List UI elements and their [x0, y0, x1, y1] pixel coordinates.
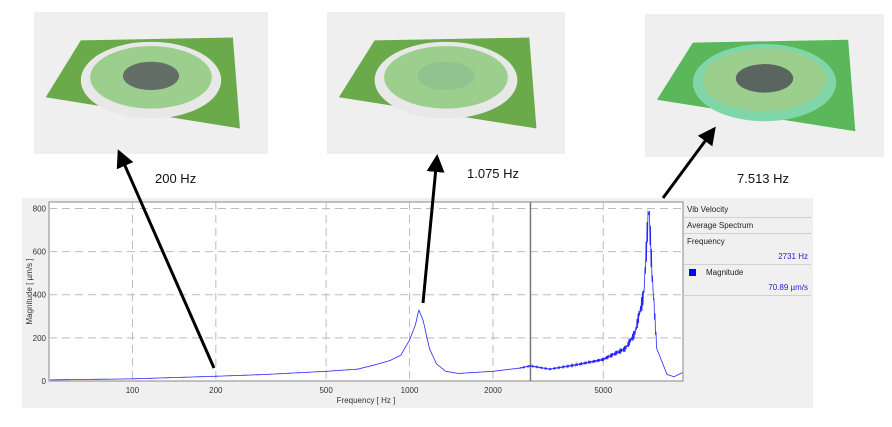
legend-subtitle: Average Spectrum: [684, 218, 811, 234]
magnitude-series-line: [50, 210, 683, 381]
center-spot: [122, 61, 180, 91]
label-1075hz: 1.075 Hz: [467, 166, 520, 181]
x-tick-label: 1000: [401, 386, 419, 395]
legend-frequency-label: Frequency: [687, 237, 725, 246]
legend-panel: Vib Velocity Average Spectrum Frequency …: [684, 202, 811, 296]
x-tick-label: 500: [319, 386, 333, 395]
legend-magnitude-row: Magnitude: [684, 265, 811, 280]
y-tick-label: 0: [42, 377, 47, 386]
plate-render: [45, 37, 240, 129]
x-tick-label: 100: [126, 386, 140, 395]
y-tick-label: 800: [33, 204, 47, 213]
center-spot: [735, 64, 794, 93]
x-tick-label: 5000: [594, 386, 612, 395]
center-spot: [417, 61, 475, 91]
x-tick-label: 200: [209, 386, 223, 395]
legend-magnitude-label: Magnitude: [706, 268, 744, 277]
plate-render: [338, 37, 537, 129]
label-7513hz: 7.513 Hz: [737, 171, 790, 186]
annotation-arrow: [421, 154, 445, 304]
y-tick-label: 400: [33, 291, 47, 300]
legend-title: Vib Velocity: [684, 202, 811, 218]
annotation-arrow: [116, 149, 216, 369]
plate-render: [656, 39, 856, 132]
y-axis-label: Magnitude [ µm/s ]: [25, 259, 34, 325]
legend-frequency-value: 2731 Hz: [684, 249, 811, 265]
y-tick-label: 600: [33, 248, 47, 257]
snapshot-200hz: [34, 12, 268, 154]
y-tick-label: 200: [33, 334, 47, 343]
x-axis-label: Frequency [ Hz ]: [337, 396, 396, 405]
snapshot-1075hz: [327, 12, 565, 154]
magnitude-color-swatch: [689, 269, 696, 277]
legend-magnitude-value: 70.89 µm/s: [684, 280, 811, 296]
snapshot-7513hz: [645, 14, 884, 157]
x-tick-label: 2000: [484, 386, 502, 395]
label-200hz: 200 Hz: [155, 171, 197, 186]
annotation-arrow: [661, 126, 716, 199]
